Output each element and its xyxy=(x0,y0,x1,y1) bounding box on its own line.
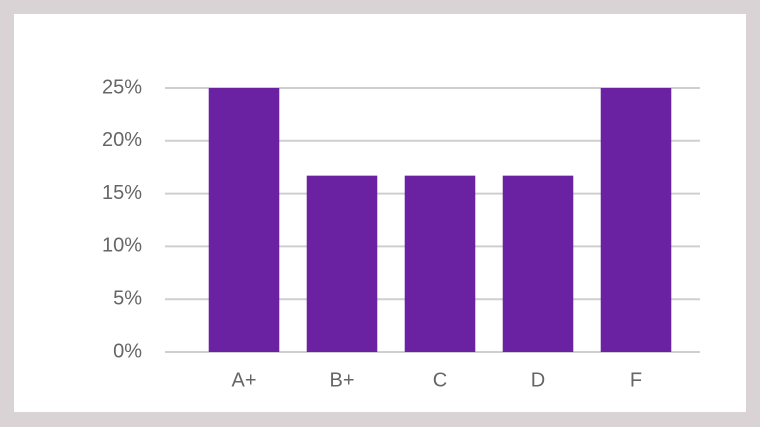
x-tick-label: F xyxy=(630,369,642,391)
y-tick-label: 25% xyxy=(102,76,142,98)
y-tick-label: 0% xyxy=(113,340,142,362)
bar xyxy=(502,175,574,352)
x-tick-label: B+ xyxy=(329,369,354,391)
bar xyxy=(208,88,280,352)
y-tick-label: 5% xyxy=(113,287,142,309)
x-tick-label: A+ xyxy=(231,369,256,391)
y-tick-label: 20% xyxy=(102,129,142,151)
y-tick-label: 10% xyxy=(102,235,142,257)
bar xyxy=(306,175,378,352)
y-tick-label: 15% xyxy=(102,182,142,204)
x-tick-label: C xyxy=(433,369,447,391)
bar xyxy=(600,88,672,352)
x-tick-label: D xyxy=(531,369,545,391)
bar xyxy=(404,175,476,352)
